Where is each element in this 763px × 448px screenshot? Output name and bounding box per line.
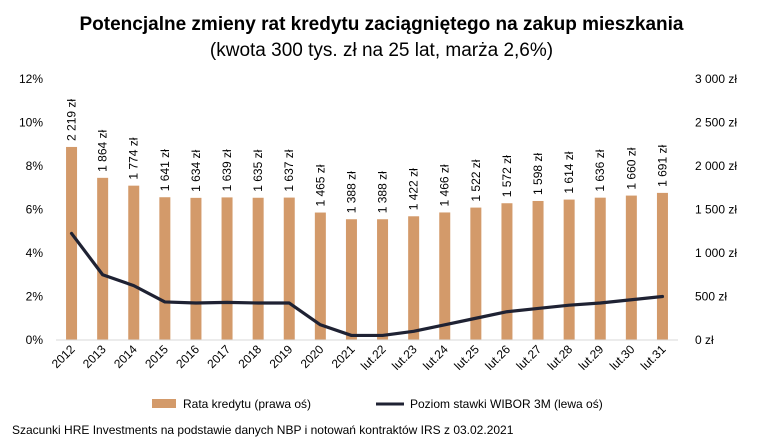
bar	[470, 207, 482, 340]
bar-data-label: 1 660 zł	[624, 147, 638, 189]
bar-data-label: 1 465 zł	[313, 164, 327, 206]
bar	[345, 219, 357, 340]
bar-data-label: 2 219 zł	[65, 99, 79, 141]
right-axis-tick-label: 2 500 zł	[695, 116, 737, 130]
bar-data-label: 1 522 zł	[469, 159, 483, 201]
bar	[221, 197, 233, 340]
left-axis-tick-label: 2%	[26, 290, 44, 304]
right-axis-tick-label: 0 zł	[695, 333, 714, 347]
x-axis-tick-label: 2019	[267, 342, 296, 371]
bar	[128, 185, 140, 340]
x-axis-tick-label: lut.26	[482, 342, 513, 373]
right-axis-tick-label: 3 000 zł	[695, 72, 737, 86]
legend-swatch-bar	[152, 399, 176, 408]
bar	[377, 219, 389, 340]
bar-data-label: 1 614 zł	[562, 151, 576, 193]
bar-data-label: 1 422 zł	[407, 168, 421, 210]
right-axis-tick-label: 2 000 zł	[695, 159, 737, 173]
bar	[283, 197, 295, 340]
x-axis-tick-label: lut.22	[358, 342, 389, 373]
x-axis-tick-label: lut.28	[545, 342, 576, 373]
bar-data-label: 1 388 zł	[344, 171, 358, 213]
x-axis-tick-label: 2017	[204, 342, 233, 371]
line-series	[69, 231, 665, 338]
right-axis-tick-label: 1 500 zł	[695, 203, 737, 217]
right-axis-tick-label: 500 zł	[695, 290, 727, 304]
x-axis: 2012 2013 2014 2015 2016 2017 2018 2019 2020 2021…	[49, 342, 669, 373]
bar-data-label: 1 572 zł	[500, 155, 514, 197]
chart-subtitle: (kwota 300 tys. zł na 25 lat, marża 2,6%…	[209, 40, 554, 61]
bar	[97, 177, 109, 340]
left-axis-tick-label: 6%	[26, 203, 44, 217]
bar-data-label: 1 774 zł	[127, 137, 141, 179]
left-axis-tick-label: 0%	[26, 333, 44, 347]
left-axis-tick-label: 4%	[26, 246, 44, 260]
x-axis-tick-label: lut.25	[451, 342, 482, 373]
bar	[159, 197, 171, 340]
bar-data-label: 1 598 zł	[531, 153, 545, 195]
right-axis-tick-label: 1 000 zł	[695, 246, 737, 260]
bar-data-labels: 2 219 zł 1 864 zł 1 774 zł 1 641 zł 1 634 zł…	[65, 99, 670, 214]
bar-data-label: 1 637 zł	[282, 149, 296, 191]
bar-data-label: 1 634 zł	[189, 149, 203, 191]
chart-title: Potencjalne zmieny rat kredytu zaciągnię…	[79, 14, 684, 35]
left-axis: 0% 2% 4% 6% 8% 10% 12%	[19, 72, 43, 347]
bar-data-label: 1 641 zł	[158, 149, 172, 191]
x-axis-tick-label: 2020	[298, 342, 327, 371]
bar	[408, 216, 420, 340]
bar-data-label: 1 388 zł	[376, 171, 390, 213]
bar	[501, 203, 513, 340]
bar	[439, 212, 451, 340]
x-axis-tick-label: 2016	[173, 342, 202, 371]
x-axis-tick-label: 2012	[49, 342, 78, 371]
x-axis-tick-label: 2015	[142, 342, 171, 371]
legend-label-bar: Rata kredytu (prawa oś)	[183, 397, 311, 411]
bar	[66, 146, 78, 340]
bar-data-label: 1 635 zł	[251, 149, 265, 191]
bar-data-label: 1 636 zł	[593, 149, 607, 191]
x-axis-tick-label: lut.30	[607, 342, 638, 373]
legend: Rata kredytu (prawa oś) Poziom stawki WI…	[152, 397, 603, 411]
bar	[625, 195, 637, 340]
source-note: Szacunki HRE Investments na podstawie da…	[12, 423, 514, 437]
x-axis-tick-label: lut.29	[576, 342, 607, 373]
x-axis-tick-label: lut.31	[638, 342, 669, 373]
x-axis-tick-label: 2018	[235, 342, 264, 371]
x-axis-tick-label: 2021	[329, 342, 358, 371]
bar	[532, 200, 544, 340]
bar	[594, 197, 606, 340]
bar-data-label: 1 864 zł	[96, 129, 110, 171]
x-axis-tick-label: 2013	[80, 342, 109, 371]
bar	[252, 197, 264, 340]
left-axis-tick-label: 8%	[26, 159, 44, 173]
bar	[563, 199, 575, 340]
bar	[314, 212, 326, 340]
x-axis-tick-label: lut.27	[514, 342, 545, 373]
bar	[190, 197, 202, 340]
left-axis-tick-label: 10%	[19, 116, 43, 130]
bar-series	[66, 146, 668, 340]
wibor-line	[69, 231, 665, 338]
bar-data-label: 1 691 zł	[655, 145, 669, 187]
bar-data-label: 1 639 zł	[220, 149, 234, 191]
x-axis-tick-label: lut.24	[420, 342, 451, 373]
bar-data-label: 1 466 zł	[438, 164, 452, 206]
left-axis-tick-label: 12%	[19, 72, 43, 86]
x-axis-tick-label: 2014	[111, 342, 140, 371]
x-axis-tick-label: lut.23	[389, 342, 420, 373]
legend-label-line: Poziom stawki WIBOR 3M (lewa oś)	[410, 397, 603, 411]
bar	[656, 192, 668, 340]
right-axis: 0 zł 500 zł 1 000 zł 1 500 zł 2 000 zł 2 500 …	[695, 72, 737, 347]
